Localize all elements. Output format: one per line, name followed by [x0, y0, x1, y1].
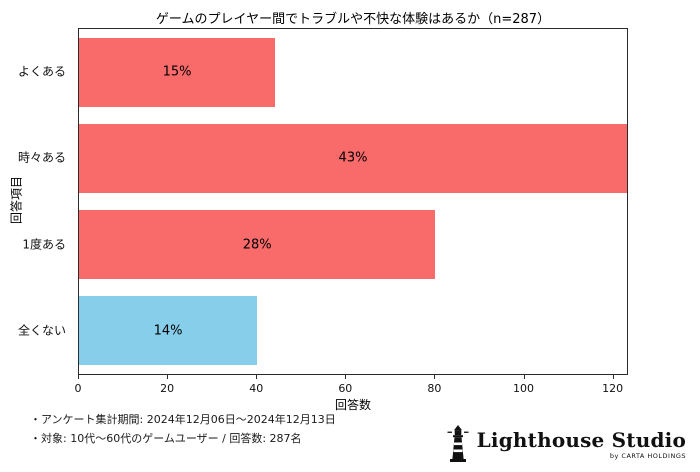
bar-value-label: 43% [338, 150, 368, 166]
x-tick-mark [345, 375, 347, 379]
x-tick-label: 40 [249, 382, 264, 395]
logo-name: Lighthouse Studio [476, 427, 686, 452]
x-axis-label: 回答数 [334, 398, 372, 412]
x-tick-label: 0 [74, 382, 82, 395]
bar-全くない [79, 296, 258, 366]
x-tick-mark [523, 375, 525, 379]
x-tick-label: 60 [338, 382, 353, 395]
x-tick-labels: 0 20 40 60 80 100 120 [74, 375, 628, 399]
footnote-line-target: ・対象: 10代～60代のゲームユーザー / 回答数: 287名 [30, 432, 302, 445]
x-tick-label: 100 [513, 382, 535, 395]
x-tick-label: 120 [602, 382, 624, 395]
footnotes: ・アンケート集計期間: 2024年12月06日～2024年12月13日 ・対象:… [30, 410, 336, 448]
plot-area: 15% 43% 28% 14% [78, 28, 628, 375]
y-tick-label: よくある [17, 64, 66, 79]
logo-subtext: by CARTA HOLDINGS [609, 451, 686, 460]
x-tick-mark [434, 375, 436, 379]
y-tick-label: 全くない [17, 323, 66, 338]
bar-value-label: 15% [162, 64, 192, 80]
logo: Lighthouse Studio by CARTA HOLDINGS [446, 425, 686, 463]
y-tick-labels: よくある時々ある 1度ある全くない [0, 28, 72, 375]
bar-value-label: 28% [242, 237, 272, 253]
lighthouse-icon [447, 425, 469, 462]
x-tick-label: 20 [160, 382, 175, 395]
x-tick-mark [167, 375, 169, 379]
bar-1度ある [79, 210, 436, 280]
footnote-line-survey-period: ・アンケート集計期間: 2024年12月06日～2024年12月13日 [30, 413, 336, 426]
x-tick-mark [612, 375, 614, 379]
bar-時々ある [79, 123, 627, 193]
y-tick-label: 時々ある [17, 150, 66, 165]
x-tick-label: 80 [427, 382, 442, 395]
y-tick-label: 1度ある [22, 237, 66, 252]
x-tick-mark [78, 375, 79, 379]
bar-よくある [79, 37, 276, 107]
x-tick-mark [256, 375, 258, 379]
chart-title: ゲームのプレイヤー間でトラブルや不快な体験はあるか（n=287） [155, 12, 551, 27]
logo-text: Lighthouse Studio by CARTA HOLDINGS [477, 429, 686, 460]
bar-value-label: 14% [153, 323, 183, 339]
